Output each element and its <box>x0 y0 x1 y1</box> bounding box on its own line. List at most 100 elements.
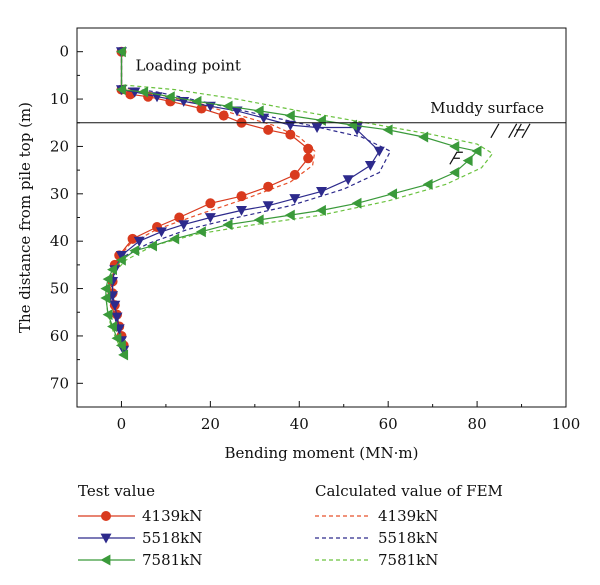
x-tick-label: 80 <box>468 415 487 433</box>
data-point <box>107 320 117 332</box>
y-tick-label: 60 <box>50 327 69 345</box>
data-point <box>196 103 207 114</box>
x-tick-label: 60 <box>379 415 398 433</box>
data-point <box>147 240 157 252</box>
hatch-stroke <box>508 123 518 139</box>
data-point <box>155 227 167 238</box>
data-point <box>236 191 247 202</box>
data-point <box>449 166 460 178</box>
data-point <box>100 283 111 295</box>
data-point <box>289 169 300 180</box>
data-point <box>115 251 127 261</box>
muddy-surface-label: Muddy surface <box>430 99 544 117</box>
data-point <box>205 198 216 209</box>
data-point <box>422 178 433 190</box>
data-point <box>316 187 327 197</box>
data-point <box>263 181 274 192</box>
data-point <box>342 175 354 186</box>
data-point <box>115 84 126 96</box>
data-point <box>284 110 295 122</box>
x-tick-label: 0 <box>117 415 127 433</box>
legend-fem-4139kN: 4139kN <box>315 507 438 525</box>
legend-marker <box>100 554 111 566</box>
legend-fem-7581kN: 7581kN <box>315 551 438 569</box>
legend-fem-5518kN: 5518kN <box>315 529 438 547</box>
data-point <box>127 233 138 244</box>
data-point <box>115 254 126 266</box>
test-series-group <box>100 46 482 361</box>
y-axis-label: The distance from pile top (m) <box>16 102 34 333</box>
hatch-stroke <box>513 123 525 138</box>
legend: 4139kN 5518kN 7581kN 4139kN 5518kN 7581kN <box>78 507 438 569</box>
data-point <box>262 201 274 212</box>
data-point <box>191 95 202 107</box>
legend-test-4139kN: 4139kN <box>78 507 202 525</box>
data-point <box>222 219 233 231</box>
data-point <box>115 46 126 58</box>
y-tick-label: 30 <box>50 185 69 203</box>
y-tick-label: 50 <box>50 280 69 298</box>
data-point <box>351 197 362 209</box>
x-tick-label: 20 <box>201 415 220 433</box>
hatch-stroke <box>449 151 463 165</box>
legend-test-5518kN: 5518kN <box>78 529 202 547</box>
legend-test-label: 7581kN <box>142 551 202 569</box>
legend-fem-label: 7581kN <box>378 551 438 569</box>
data-point <box>316 204 326 216</box>
soil-hatch-marks <box>449 123 531 165</box>
loading-point-label: Loading point <box>135 57 240 75</box>
data-point <box>253 214 264 226</box>
data-point <box>222 100 233 112</box>
test-series-7581kN <box>100 46 482 361</box>
y-tick-label: 0 <box>59 43 69 61</box>
data-point <box>102 273 113 285</box>
data-point <box>129 87 141 98</box>
legend-test-label: 5518kN <box>142 529 202 547</box>
data-point <box>129 245 140 257</box>
data-point <box>218 110 229 121</box>
y-tick-label: 70 <box>50 374 69 392</box>
y-tick-label: 20 <box>50 137 69 155</box>
data-point <box>382 124 393 136</box>
data-point <box>204 213 216 223</box>
data-point <box>303 143 314 154</box>
plot-area-frame <box>76 27 567 408</box>
data-point <box>133 236 145 247</box>
data-point <box>138 86 149 98</box>
data-point <box>111 332 122 344</box>
data-point <box>289 194 301 205</box>
legend-test-7581kN: 7581kN <box>78 551 202 569</box>
x-tick-label: 100 <box>552 415 581 433</box>
legend-marker <box>100 533 112 544</box>
data-point <box>253 105 264 117</box>
data-point <box>195 226 206 238</box>
y-tick-label: 10 <box>50 90 69 108</box>
data-point <box>102 309 113 321</box>
data-point <box>263 124 274 135</box>
hatch-stroke <box>490 123 500 139</box>
data-point <box>284 209 295 221</box>
legend-test-title: Test value <box>78 482 155 500</box>
data-point <box>462 155 473 167</box>
legend-marker <box>101 511 111 521</box>
axis-ticks: 0 20 40 60 80 100 0 10 20 30 40 50 60 70 <box>50 27 581 433</box>
data-point <box>347 119 358 131</box>
data-point <box>285 129 296 140</box>
data-point <box>100 292 111 304</box>
data-point <box>258 113 270 124</box>
data-point <box>364 160 376 171</box>
x-tick-label: 40 <box>290 415 309 433</box>
data-point <box>373 146 385 157</box>
legend-fem-title: Calculated value of FEM <box>315 482 503 500</box>
data-point <box>178 220 190 231</box>
data-point <box>311 123 323 133</box>
data-point <box>111 312 123 323</box>
y-tick-label: 40 <box>50 232 69 250</box>
data-point <box>235 205 247 216</box>
data-point <box>115 339 126 351</box>
data-point <box>107 264 117 276</box>
data-point <box>303 153 314 164</box>
legend-fem-label: 5518kN <box>378 529 438 547</box>
data-point <box>418 131 429 143</box>
